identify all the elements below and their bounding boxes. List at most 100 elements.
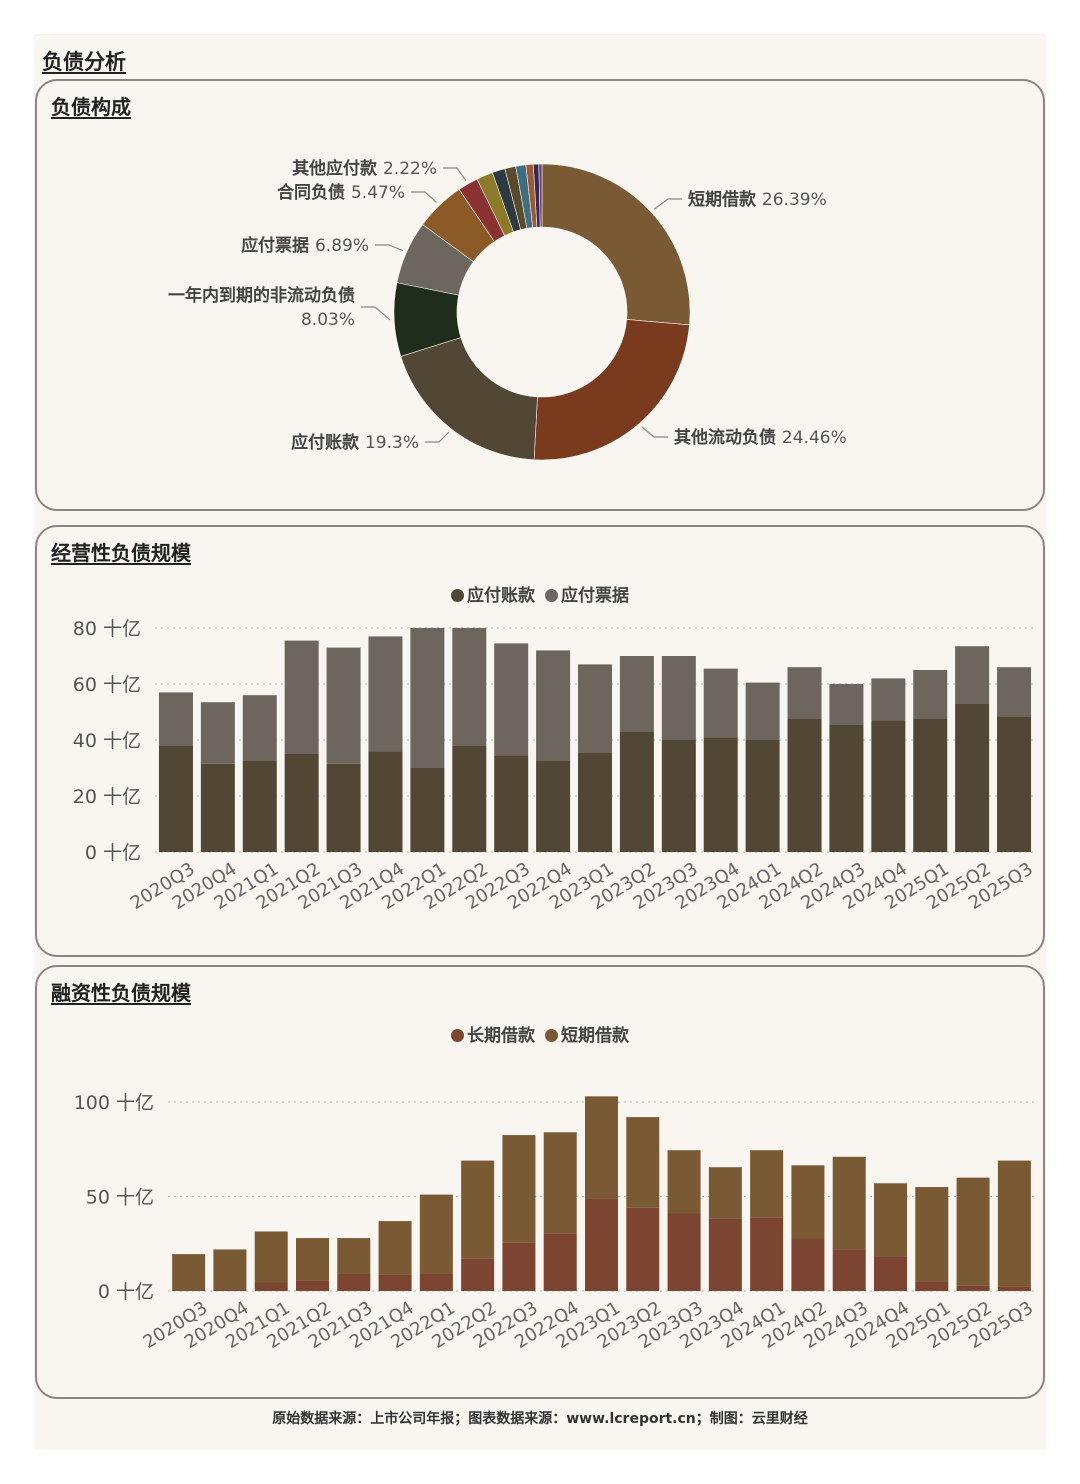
bar-bottom-segment[interactable] bbox=[956, 1285, 990, 1291]
bar-bottom-segment[interactable] bbox=[997, 1286, 1031, 1291]
donut-slice-13[interactable] bbox=[538, 163, 543, 228]
bar-bottom-segment[interactable] bbox=[585, 1198, 618, 1291]
bar-top-segment[interactable] bbox=[296, 1238, 329, 1281]
bar-bottom-segment[interactable] bbox=[158, 745, 193, 852]
bar-top-segment[interactable] bbox=[254, 1231, 288, 1283]
bar-top-segment[interactable] bbox=[955, 646, 990, 704]
bar-bottom-segment[interactable] bbox=[368, 751, 403, 852]
bar-top-segment[interactable] bbox=[410, 628, 445, 768]
bar-bottom-segment[interactable] bbox=[494, 755, 529, 852]
bar-top-segment[interactable] bbox=[956, 1177, 990, 1286]
legend-label: 长期借款 bbox=[467, 1026, 536, 1046]
bar-top-segment[interactable] bbox=[829, 684, 864, 725]
donut-label: 合同负债 5.47% bbox=[277, 182, 405, 203]
bar-bottom-segment[interactable] bbox=[791, 1238, 825, 1291]
bar-bottom-segment[interactable] bbox=[667, 1213, 701, 1291]
legend-item-long-loan[interactable]: 长期借款 bbox=[451, 1021, 535, 1046]
bar-top-segment[interactable] bbox=[708, 1167, 742, 1219]
bar-top-segment[interactable] bbox=[536, 650, 571, 761]
bar-bottom-segment[interactable] bbox=[296, 1280, 329, 1291]
bar-bottom-segment[interactable] bbox=[703, 737, 738, 852]
bar-bottom-segment[interactable] bbox=[254, 1282, 288, 1291]
bar-bottom-segment[interactable] bbox=[955, 703, 990, 852]
bar-bottom-segment[interactable] bbox=[410, 768, 445, 852]
legend-dot bbox=[544, 1029, 558, 1042]
bar-bottom-segment[interactable] bbox=[543, 1233, 577, 1291]
y-tick-label: 60 十亿 bbox=[73, 674, 141, 696]
bar-top-segment[interactable] bbox=[213, 1249, 247, 1290]
bar-bottom-segment[interactable] bbox=[619, 731, 654, 852]
bar-bottom-segment[interactable] bbox=[419, 1273, 453, 1291]
bar-bottom-segment[interactable] bbox=[502, 1242, 536, 1291]
bar-top-segment[interactable] bbox=[997, 667, 1032, 717]
bar-top-segment[interactable] bbox=[419, 1194, 453, 1274]
bar-bottom-segment[interactable] bbox=[172, 1290, 206, 1291]
bar-bottom-segment[interactable] bbox=[378, 1274, 412, 1291]
bar-bottom-segment[interactable] bbox=[452, 745, 487, 852]
bar-bottom-segment[interactable] bbox=[200, 763, 235, 852]
bar-bottom-segment[interactable] bbox=[708, 1218, 742, 1291]
bar-bottom-segment[interactable] bbox=[461, 1258, 495, 1291]
bar-top-segment[interactable] bbox=[284, 640, 319, 754]
bar-top-segment[interactable] bbox=[585, 1096, 618, 1199]
bar-top-segment[interactable] bbox=[326, 647, 361, 764]
bar-top-segment[interactable] bbox=[661, 656, 696, 740]
bar-top-segment[interactable] bbox=[667, 1150, 701, 1214]
bar-top-segment[interactable] bbox=[703, 668, 738, 738]
bar-top-segment[interactable] bbox=[578, 664, 612, 753]
bar-top-segment[interactable] bbox=[172, 1254, 206, 1291]
bar-bottom-segment[interactable] bbox=[787, 719, 822, 852]
legend-item-short-loan[interactable]: 短期借款 bbox=[544, 1021, 629, 1046]
bar-bottom-segment[interactable] bbox=[915, 1281, 949, 1291]
bar-bottom-segment[interactable] bbox=[578, 752, 612, 852]
bar-bottom-segment[interactable] bbox=[874, 1256, 907, 1291]
bar-top-segment[interactable] bbox=[745, 682, 780, 740]
donut-slice-2[interactable] bbox=[400, 337, 538, 461]
bar-top-segment[interactable] bbox=[913, 670, 948, 719]
y-tick-label: 40 十亿 bbox=[73, 730, 141, 752]
bar-bottom-segment[interactable] bbox=[326, 763, 361, 852]
bar-top-segment[interactable] bbox=[997, 1160, 1031, 1287]
bar-top-segment[interactable] bbox=[874, 1183, 907, 1257]
bar-top-segment[interactable] bbox=[791, 1165, 825, 1239]
bar-bottom-segment[interactable] bbox=[242, 761, 277, 852]
bar-bottom-segment[interactable] bbox=[871, 720, 906, 852]
bar-bottom-segment[interactable] bbox=[626, 1207, 660, 1291]
donut-slice-0[interactable] bbox=[541, 163, 691, 326]
bar-top-segment[interactable] bbox=[626, 1117, 660, 1208]
bar-top-segment[interactable] bbox=[461, 1160, 495, 1259]
liability-composition-donut-chart: 短期借款 26.39% 其他流动负债 24.46% 应付账款 19.3% 一年内到期的… bbox=[168, 158, 847, 461]
bar-top-segment[interactable] bbox=[242, 695, 277, 761]
bar-top-segment[interactable] bbox=[368, 636, 403, 752]
bar-top-segment[interactable] bbox=[378, 1221, 412, 1275]
bar-top-segment[interactable] bbox=[158, 692, 193, 746]
bar-top-segment[interactable] bbox=[787, 667, 822, 719]
bar-bottom-segment[interactable] bbox=[661, 740, 696, 852]
bar-top-segment[interactable] bbox=[871, 678, 906, 721]
bar-bottom-segment[interactable] bbox=[745, 740, 780, 852]
donut-label: 其他应付款 2.22% bbox=[292, 158, 437, 179]
bar-top-segment[interactable] bbox=[494, 643, 529, 756]
bar-top-segment[interactable] bbox=[543, 1132, 577, 1234]
bar-bottom-segment[interactable] bbox=[337, 1273, 371, 1291]
bar-top-segment[interactable] bbox=[502, 1135, 536, 1243]
bar-top-segment[interactable] bbox=[337, 1238, 371, 1274]
bar-bottom-segment[interactable] bbox=[997, 716, 1032, 852]
bar-bottom-segment[interactable] bbox=[750, 1217, 784, 1291]
bar-bottom-segment[interactable] bbox=[832, 1249, 866, 1291]
bar-bottom-segment[interactable] bbox=[284, 754, 319, 852]
bar-top-segment[interactable] bbox=[750, 1150, 784, 1218]
bar-bottom-segment[interactable] bbox=[829, 724, 864, 852]
legend-item-payable-accounts[interactable]: 应付账款 bbox=[451, 581, 535, 606]
legend-item-payable-notes[interactable]: 应付票据 bbox=[544, 581, 629, 606]
bar-top-segment[interactable] bbox=[452, 628, 487, 746]
bar-top-segment[interactable] bbox=[915, 1187, 949, 1282]
bar-top-segment[interactable] bbox=[619, 656, 654, 732]
donut-leader-line bbox=[653, 198, 682, 210]
bar-top-segment[interactable] bbox=[832, 1156, 866, 1250]
donut-slice-1[interactable] bbox=[533, 319, 690, 461]
bar-bottom-segment[interactable] bbox=[913, 719, 948, 852]
bar-bottom-segment[interactable] bbox=[536, 761, 571, 852]
bar-bottom-segment[interactable] bbox=[213, 1289, 247, 1291]
bar-top-segment[interactable] bbox=[200, 702, 235, 764]
